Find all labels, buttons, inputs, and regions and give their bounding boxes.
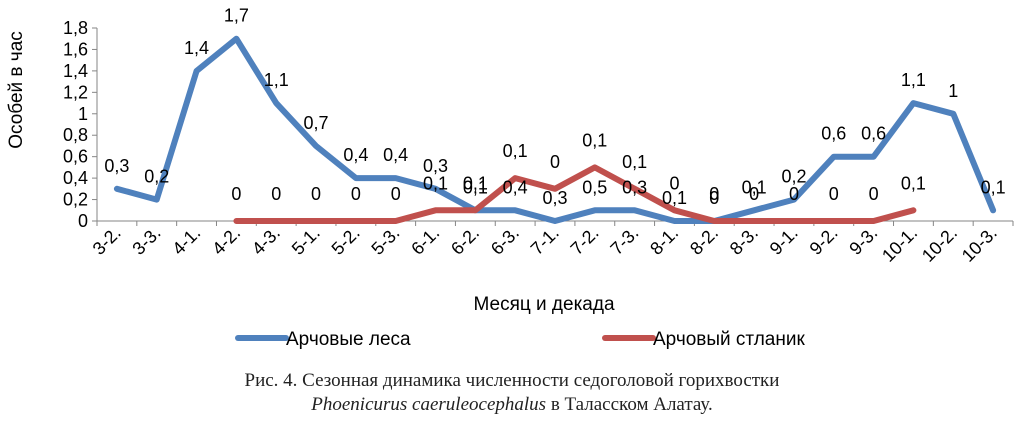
data-label: 0,4 [343,145,368,165]
data-label: 1 [948,81,958,101]
data-label: 0 [550,152,560,172]
data-label: 0,1 [662,188,687,208]
caption-location: в Таласском Алатау. [546,394,713,415]
data-label: 0,1 [582,130,607,150]
data-label: 0 [231,184,241,204]
data-label: 0,1 [981,177,1006,197]
data-label: 0,1 [503,141,528,161]
x-axis-title: Месяц и декада [473,294,614,315]
x-tick-label: 3-2. [89,223,125,259]
y-tick-label: 0,6 [63,147,88,167]
y-tick-label: 0,2 [63,190,88,210]
data-label: 0,1 [901,173,926,193]
data-label: 0,3 [423,156,448,176]
y-tick-label: 1 [78,104,88,124]
data-label: 1,1 [264,70,289,90]
data-label: 0 [351,184,361,204]
x-tick-label: 9-3. [845,223,881,259]
x-tick-label: 6-2. [447,223,483,259]
x-tick-label: 10-1. [878,223,921,266]
x-tick-label: 6-1. [407,223,443,259]
x-tick-label: 9-2. [806,223,842,259]
data-label: 0,4 [503,177,528,197]
x-tick-label: 4-3. [248,223,284,259]
x-tick-label: 8-1. [646,223,682,259]
series-line-2 [233,164,917,224]
caption-species: Phoenicurus caeruleocephalus [311,394,547,415]
data-label: 0,3 [542,188,567,208]
x-tick-label: 6-3. [487,223,523,259]
y-tick-label: 1,8 [63,18,88,38]
data-label: 0 [391,184,401,204]
x-tick-label: 7-2. [567,223,603,259]
data-label: 0,4 [383,145,408,165]
y-axis-title: Особей в час [6,31,27,149]
data-label: 0,2 [781,167,806,187]
data-label: 0,2 [144,167,169,187]
series-line-1 [113,35,997,224]
y-tick-label: 1,4 [63,61,88,81]
x-tick-label: 5-2. [328,223,364,259]
data-label: 0 [829,184,839,204]
data-label: 0,5 [582,177,607,197]
legend-label-1: Арчовые леса [286,329,411,350]
data-label: 0 [669,173,679,193]
caption-line-2: Phoenicurus caeruleocephalus в Таласском… [0,393,1024,417]
y-tick-label: 0,8 [63,125,88,145]
data-label: 0 [789,184,799,204]
x-tick-label: 8-3. [726,223,762,259]
seasonal-dynamics-chart: 00,20,40,60,811,21,41,61,83-2. 3-3. 4-1. 4-… [6,6,1014,350]
data-label: 0 [271,184,281,204]
data-label: 0,1 [622,152,647,172]
data-label: 0,3 [622,177,647,197]
data-label: 0,1 [742,177,767,197]
legend: Арчовые леса Арчовый стланик [235,329,805,350]
data-label: 0,1 [463,173,488,193]
caption-line-1: Рис. 4. Сезонная динамика численности се… [244,370,780,391]
data-labels: 0,30,21,41,71,10,70,4 0,40,30,1 0,40,30,5 0… [104,6,1005,208]
data-label: 0,6 [861,124,886,144]
x-tick-label: 4-1. [168,223,204,259]
data-label: 0,3 [104,156,129,176]
data-label: 0,1 [463,177,488,197]
x-tick-label: 3-3. [128,223,164,259]
x-tick-label: 10-3. [958,223,1001,266]
x-tick-label: 9-1. [766,223,802,259]
series-lines [113,35,997,224]
y-tick-label: 1,6 [63,39,88,59]
data-label: 1,4 [184,38,209,58]
data-label: 1,7 [224,6,249,26]
data-label: 0 [709,184,719,204]
figure-caption: Рис. 4. Сезонная динамика численности се… [0,369,1024,417]
y-tick-label: 0,4 [63,168,88,188]
data-label: 0,1 [423,173,448,193]
data-label: 0 [311,184,321,204]
data-label: 0,7 [304,113,329,133]
data-label: 1,1 [901,70,926,90]
data-label: 0 [709,188,719,208]
x-tick-label: 7-3. [606,223,642,259]
x-tick-label: 4-2. [208,223,244,259]
legend-label-2: Арчовый стланик [653,329,805,350]
y-tick-label: 1,2 [63,82,88,102]
x-tick-label: 5-3. [367,223,403,259]
data-label: 0 [869,184,879,204]
data-label: 0 [749,184,759,204]
y-tick-label: 0 [78,211,88,231]
x-tick-label: 7-1. [527,223,563,259]
data-label: 0,6 [821,124,846,144]
x-tick-label: 10-2. [918,223,961,266]
x-tick-label: 8-2. [686,223,722,259]
x-tick-label: 5-1. [288,223,324,259]
